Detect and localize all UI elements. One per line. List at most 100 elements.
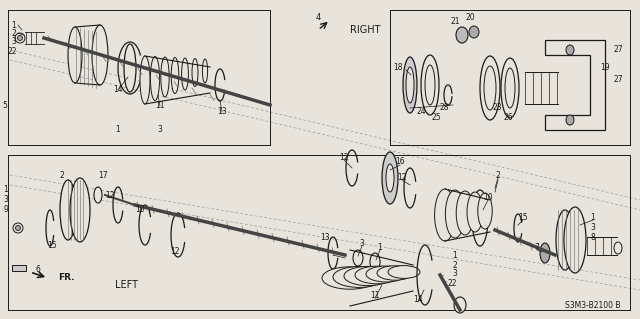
Ellipse shape: [421, 55, 439, 115]
Ellipse shape: [425, 65, 435, 105]
Ellipse shape: [478, 193, 492, 229]
Text: 3: 3: [360, 240, 364, 249]
Text: S3M3-B2100 B: S3M3-B2100 B: [565, 300, 621, 309]
Text: 3: 3: [591, 224, 595, 233]
Text: 3: 3: [12, 36, 17, 46]
Ellipse shape: [445, 190, 465, 238]
Text: 10: 10: [483, 194, 493, 203]
Ellipse shape: [355, 266, 399, 284]
Ellipse shape: [403, 57, 417, 113]
Ellipse shape: [124, 44, 136, 92]
Ellipse shape: [15, 33, 25, 43]
Ellipse shape: [68, 27, 82, 83]
Ellipse shape: [344, 266, 392, 286]
Text: 1: 1: [116, 125, 120, 135]
Text: 27: 27: [613, 46, 623, 55]
Text: 3: 3: [157, 125, 163, 135]
Text: FR.: FR.: [58, 273, 74, 283]
Ellipse shape: [192, 58, 198, 86]
Ellipse shape: [469, 26, 479, 38]
Ellipse shape: [484, 66, 496, 110]
Ellipse shape: [70, 178, 90, 242]
Text: 8: 8: [591, 234, 595, 242]
Text: 1: 1: [452, 251, 458, 261]
Ellipse shape: [456, 191, 474, 235]
Text: LEFT: LEFT: [115, 280, 138, 290]
Ellipse shape: [150, 56, 159, 100]
Polygon shape: [545, 40, 605, 130]
Ellipse shape: [60, 180, 76, 240]
Ellipse shape: [13, 223, 23, 233]
Text: 11: 11: [156, 101, 164, 110]
Text: 13: 13: [320, 234, 330, 242]
Text: 26: 26: [503, 114, 513, 122]
Text: 2: 2: [12, 28, 17, 38]
Text: 19: 19: [600, 63, 610, 72]
Ellipse shape: [456, 27, 468, 43]
Text: 1: 1: [4, 186, 8, 195]
Text: 16: 16: [395, 158, 405, 167]
Text: 15: 15: [518, 213, 528, 222]
Text: 12: 12: [339, 152, 349, 161]
Ellipse shape: [501, 58, 519, 118]
Text: 2: 2: [60, 170, 65, 180]
Ellipse shape: [566, 45, 574, 55]
Ellipse shape: [202, 59, 207, 83]
Ellipse shape: [564, 207, 586, 273]
Text: 18: 18: [393, 63, 403, 72]
Text: 25: 25: [431, 114, 441, 122]
Text: 1: 1: [591, 213, 595, 222]
Ellipse shape: [333, 267, 385, 287]
Ellipse shape: [406, 67, 414, 103]
Ellipse shape: [377, 266, 413, 280]
Text: 21: 21: [451, 18, 460, 26]
Text: 12: 12: [105, 190, 115, 199]
Ellipse shape: [388, 266, 420, 278]
Text: 12: 12: [397, 174, 407, 182]
Text: 10: 10: [135, 205, 145, 214]
Text: 14: 14: [113, 85, 123, 94]
Ellipse shape: [172, 57, 179, 93]
Text: 5: 5: [3, 100, 8, 109]
Ellipse shape: [566, 115, 574, 125]
Ellipse shape: [435, 189, 456, 241]
Ellipse shape: [17, 35, 22, 41]
Text: 1: 1: [378, 243, 382, 253]
Ellipse shape: [182, 58, 188, 90]
Ellipse shape: [140, 56, 150, 104]
Text: 1: 1: [12, 20, 17, 29]
Text: 12: 12: [170, 248, 180, 256]
Ellipse shape: [386, 164, 394, 192]
Text: 13: 13: [217, 108, 227, 116]
Bar: [12, 265, 26, 271]
Text: 3: 3: [452, 270, 458, 278]
Ellipse shape: [94, 187, 102, 203]
Text: 2: 2: [495, 170, 500, 180]
Text: 2: 2: [452, 261, 458, 270]
Ellipse shape: [15, 226, 20, 231]
Ellipse shape: [370, 253, 380, 271]
Text: 20: 20: [465, 13, 475, 23]
Ellipse shape: [556, 210, 574, 270]
Ellipse shape: [161, 57, 169, 97]
Text: 9: 9: [4, 205, 8, 214]
Ellipse shape: [382, 152, 398, 204]
Ellipse shape: [540, 243, 550, 263]
Text: 27: 27: [613, 76, 623, 85]
Text: 6: 6: [36, 265, 40, 275]
Ellipse shape: [366, 266, 406, 282]
Ellipse shape: [505, 68, 515, 108]
Ellipse shape: [92, 25, 108, 85]
Text: 17: 17: [98, 170, 108, 180]
Ellipse shape: [480, 56, 500, 120]
Ellipse shape: [353, 250, 363, 266]
Text: 15: 15: [47, 241, 57, 249]
Ellipse shape: [454, 297, 466, 313]
Text: 11: 11: [371, 291, 380, 300]
Text: 28: 28: [439, 103, 449, 113]
Ellipse shape: [614, 242, 622, 254]
Ellipse shape: [322, 267, 378, 289]
Text: 23: 23: [492, 103, 502, 113]
Text: 4: 4: [316, 13, 321, 23]
Text: 22: 22: [7, 47, 17, 56]
